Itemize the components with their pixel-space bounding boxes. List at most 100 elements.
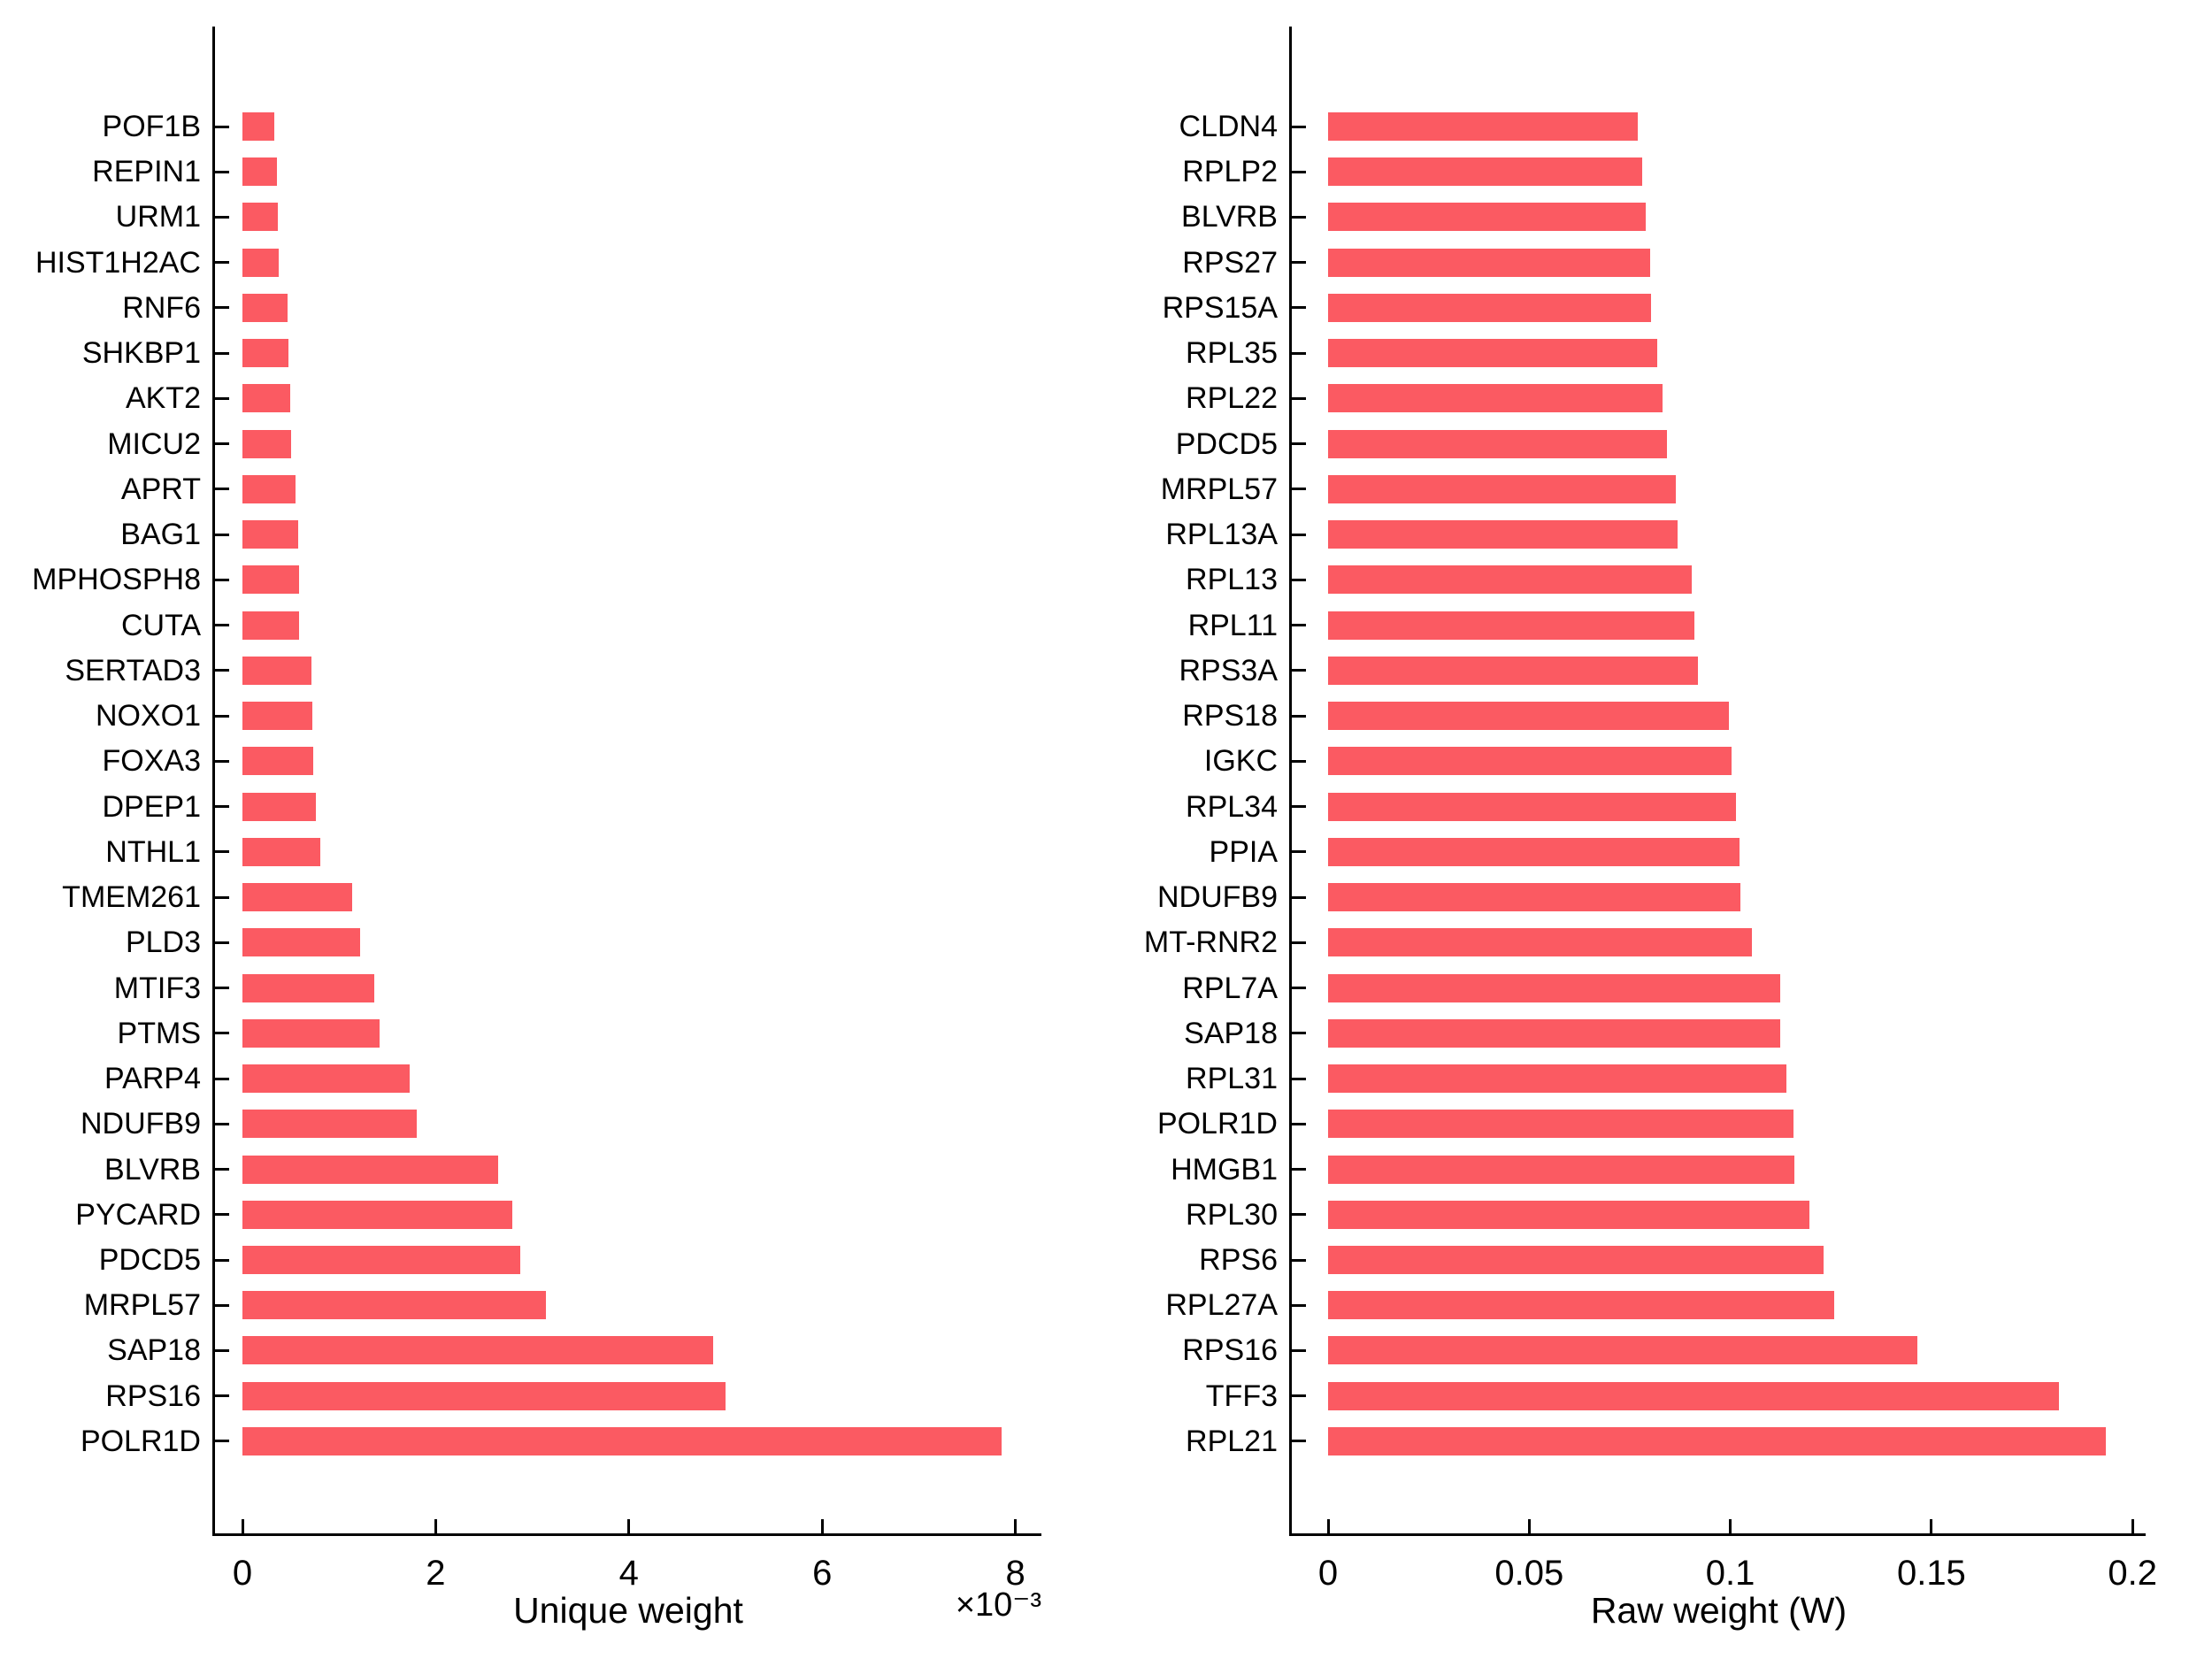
- gene-label-rpl11: RPL11: [1187, 608, 1278, 642]
- gene-label-rps16: RPS16: [1182, 1333, 1278, 1368]
- y-tick: [215, 669, 229, 672]
- y-tick: [1292, 125, 1306, 128]
- gene-label-repin1: REPIN1: [92, 155, 201, 189]
- x-tick-label: 0.2: [2108, 1554, 2157, 1593]
- gene-label-mtif3: MTIF3: [113, 971, 201, 1005]
- bar-pof1b: [242, 112, 274, 141]
- bar-ndufb9: [1328, 883, 1740, 912]
- bar-nthl1: [242, 837, 320, 866]
- bar-rpl35: [1328, 339, 1657, 368]
- bar-pdcd5: [1328, 429, 1667, 458]
- y-tick: [215, 941, 229, 944]
- bar-ndufb9: [242, 1110, 417, 1139]
- bar-ppia: [1328, 837, 1740, 866]
- gene-label-pdcd5: PDCD5: [98, 1243, 201, 1277]
- x-tick-label: 0.05: [1494, 1554, 1564, 1593]
- x-tick: [1326, 1519, 1330, 1533]
- gene-label-dpep1: DPEP1: [102, 789, 202, 824]
- gene-label-rpl30: RPL30: [1186, 1197, 1278, 1232]
- y-tick: [215, 1077, 229, 1080]
- y-tick: [1292, 624, 1306, 627]
- bar-blvrb: [1328, 203, 1646, 232]
- gene-label-rplp2: RPLP2: [1182, 155, 1278, 189]
- y-tick: [1292, 1394, 1306, 1398]
- gene-label-aprt: APRT: [120, 472, 201, 506]
- y-tick: [1292, 669, 1306, 672]
- y-tick: [215, 306, 229, 310]
- gene-label-ppia: PPIA: [1209, 834, 1278, 869]
- gene-label-shkbp1: SHKBP1: [81, 336, 201, 371]
- y-tick: [215, 533, 229, 536]
- y-tick: [215, 215, 229, 219]
- gene-label-rpl35: RPL35: [1186, 336, 1278, 371]
- y-tick: [1292, 306, 1306, 310]
- gene-label-sap18: SAP18: [1184, 1016, 1278, 1050]
- bar-sertad3: [242, 656, 311, 685]
- y-tick: [1292, 1440, 1306, 1443]
- gene-label-ndufb9: NDUFB9: [80, 1107, 201, 1141]
- y-tick: [1292, 1122, 1306, 1125]
- left-plot-area: Unique weight ×10⁻³ 0 2 4 6 8: [212, 27, 1041, 1631]
- x-tick: [434, 1519, 437, 1533]
- gene-label-tmem261: TMEM261: [62, 880, 201, 915]
- y-tick: [215, 351, 229, 355]
- y-tick: [1292, 1348, 1306, 1352]
- right-plot-area: Raw weight (W) 0 0.05 0.1 0.15 0.2: [1289, 27, 2157, 1631]
- bar-rpl11: [1328, 611, 1694, 640]
- bar-pld3: [242, 928, 360, 957]
- x-tick-label: 0.15: [1896, 1554, 1966, 1593]
- y-tick: [215, 1122, 229, 1125]
- bar-tff3: [1328, 1381, 2059, 1410]
- y-tick: [1292, 1303, 1306, 1307]
- gene-label-micu2: MICU2: [107, 426, 201, 461]
- bar-aprt: [242, 474, 296, 503]
- bar-parp4: [242, 1064, 410, 1094]
- x-tick: [1014, 1519, 1018, 1533]
- bar-polr1d: [1328, 1110, 1793, 1139]
- y-tick: [215, 1348, 229, 1352]
- y-tick: [1292, 1032, 1306, 1035]
- bar-igkc: [1328, 747, 1732, 776]
- bar-rpl13: [1328, 565, 1692, 595]
- x-tick: [1527, 1519, 1531, 1533]
- y-tick: [1292, 533, 1306, 536]
- y-tick: [1292, 759, 1306, 763]
- y-tick: [215, 125, 229, 128]
- y-tick: [215, 1258, 229, 1262]
- gene-label-hmgb1: HMGB1: [1171, 1152, 1278, 1187]
- y-tick: [215, 442, 229, 446]
- x-tick: [1930, 1519, 1933, 1533]
- gene-label-hist1h2ac: HIST1H2AC: [35, 245, 201, 280]
- gene-label-pdcd5: PDCD5: [1175, 426, 1278, 461]
- bar-akt2: [242, 384, 290, 413]
- y-tick: [215, 895, 229, 899]
- y-tick: [1292, 215, 1306, 219]
- y-tick: [1292, 941, 1306, 944]
- gene-label-nthl1: NTHL1: [105, 834, 201, 869]
- gene-label-mt-rnr2: MT-RNR2: [1143, 926, 1278, 960]
- gene-label-rpl7a: RPL7A: [1182, 971, 1278, 1005]
- bar-sap18: [1328, 1018, 1780, 1048]
- gene-label-rps15a: RPS15A: [1162, 290, 1278, 325]
- y-tick: [1292, 895, 1306, 899]
- gene-label-pld3: PLD3: [125, 926, 201, 960]
- bar-pdcd5: [242, 1246, 520, 1274]
- bar-foxa3: [242, 747, 313, 776]
- bar-polr1d: [242, 1426, 1002, 1455]
- bar-mrpl57: [1328, 474, 1676, 503]
- y-tick: [1292, 1258, 1306, 1262]
- y-tick: [1292, 987, 1306, 990]
- bar-rps3a: [1328, 656, 1698, 685]
- bar-sap18: [242, 1336, 713, 1365]
- gene-label-rps18: RPS18: [1182, 699, 1278, 733]
- gene-label-cldn4: CLDN4: [1179, 110, 1278, 143]
- gene-label-mrpl57: MRPL57: [1160, 472, 1278, 506]
- y-tick: [215, 1440, 229, 1443]
- bar-rplp2: [1328, 157, 1642, 187]
- gene-label-igkc: IGKC: [1203, 744, 1278, 779]
- bar-rps27: [1328, 248, 1650, 277]
- gene-label-pof1b: POF1B: [102, 110, 201, 143]
- bar-rpl30: [1328, 1200, 1809, 1229]
- gene-label-rnf6: RNF6: [122, 290, 201, 325]
- x-tick: [627, 1519, 631, 1533]
